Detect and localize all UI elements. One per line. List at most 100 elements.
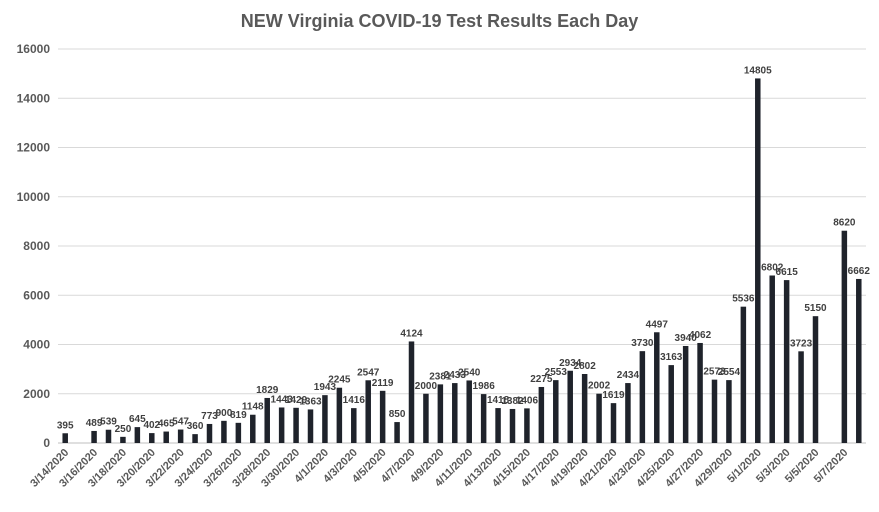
data-label: 14805 <box>744 65 772 76</box>
y-tick-label: 2000 <box>23 387 50 401</box>
bar <box>394 422 400 443</box>
bar <box>293 407 299 443</box>
bar <box>798 351 804 443</box>
y-tick-label: 8000 <box>23 239 50 253</box>
data-label: 773 <box>201 411 218 422</box>
data-label: 360 <box>187 421 204 432</box>
bar <box>567 370 573 443</box>
bar <box>682 345 689 443</box>
bar <box>495 408 501 443</box>
y-tick-label: 0 <box>43 436 50 450</box>
data-label: 900 <box>216 408 233 419</box>
data-label: 3723 <box>790 338 813 349</box>
bar <box>379 390 386 443</box>
data-label: 6615 <box>776 267 799 278</box>
data-label: 2433 <box>444 370 467 381</box>
data-label: 1619 <box>602 390 625 401</box>
bar <box>351 408 357 443</box>
data-label: 2554 <box>718 367 741 378</box>
bar <box>697 342 703 443</box>
data-label: 3940 <box>675 333 698 344</box>
bar <box>105 429 112 443</box>
bar <box>610 403 617 443</box>
bar <box>120 436 126 443</box>
data-label: 539 <box>100 417 117 428</box>
data-label: 250 <box>115 424 132 435</box>
data-label: 1382 <box>501 396 524 407</box>
data-label: 2540 <box>458 367 481 378</box>
bar <box>783 280 790 443</box>
data-label: 2002 <box>588 381 611 392</box>
data-label: 6802 <box>761 263 784 274</box>
bar <box>423 393 429 443</box>
bar <box>856 278 862 443</box>
bar <box>480 394 487 443</box>
bar <box>509 408 516 443</box>
bar <box>755 78 761 443</box>
data-label: 2553 <box>545 367 568 378</box>
data-label: 3730 <box>631 338 654 349</box>
data-label: 1148 <box>242 402 264 413</box>
data-label: 645 <box>129 414 146 425</box>
data-label: 2245 <box>328 375 351 386</box>
data-label: 1443 <box>271 394 294 405</box>
y-tick-label: 12000 <box>17 141 51 155</box>
bar <box>841 230 848 443</box>
bar <box>134 427 141 443</box>
bar <box>466 380 472 443</box>
bar <box>192 434 198 443</box>
data-label: 1416 <box>343 395 366 406</box>
y-tick-label: 4000 <box>23 338 50 352</box>
bar <box>625 383 631 443</box>
data-label: 819 <box>230 410 247 421</box>
data-label: 465 <box>158 419 175 430</box>
data-label: 2434 <box>617 370 640 381</box>
data-label: 489 <box>86 418 103 429</box>
data-label: 1363 <box>299 396 322 407</box>
bar <box>596 393 602 443</box>
data-label: 5150 <box>804 303 827 314</box>
bar <box>250 414 256 443</box>
data-label: 402 <box>143 420 160 431</box>
data-label: 4062 <box>689 330 712 341</box>
bar <box>812 316 819 443</box>
data-label: 850 <box>389 409 406 420</box>
y-tick-label: 16000 <box>17 42 51 56</box>
bar <box>206 423 213 443</box>
data-label: 1418 <box>487 395 510 406</box>
y-tick-label: 10000 <box>17 190 51 204</box>
data-label: 395 <box>57 420 74 431</box>
bar <box>553 380 559 443</box>
bar <box>408 341 415 443</box>
chart-title: NEW Virginia COVID-19 Test Results Each … <box>240 11 639 31</box>
data-label: 1986 <box>473 381 496 392</box>
bar <box>726 380 732 443</box>
data-label: 4497 <box>646 319 669 330</box>
bar <box>163 431 169 443</box>
data-label: 2381 <box>429 371 452 382</box>
data-label: 1429 <box>285 395 308 406</box>
data-label: 2000 <box>415 381 438 392</box>
data-label: 2934 <box>559 358 582 369</box>
bar <box>740 306 747 443</box>
bar <box>278 407 285 443</box>
y-tick-label: 14000 <box>17 91 51 105</box>
data-label: 2275 <box>530 374 553 385</box>
bar <box>668 365 674 443</box>
data-label: 1943 <box>314 382 337 393</box>
bar <box>654 332 660 443</box>
data-label: 2547 <box>357 367 380 378</box>
data-label: 1829 <box>256 385 279 396</box>
data-label: 6662 <box>848 266 871 277</box>
data-label: 2119 <box>372 378 394 389</box>
data-label: 1406 <box>516 395 539 406</box>
bar <box>149 433 155 443</box>
bar <box>264 397 270 443</box>
data-label: 547 <box>172 417 189 428</box>
bar <box>639 351 646 443</box>
bar <box>62 433 68 443</box>
bar <box>336 387 343 443</box>
data-label: 5536 <box>732 294 755 305</box>
